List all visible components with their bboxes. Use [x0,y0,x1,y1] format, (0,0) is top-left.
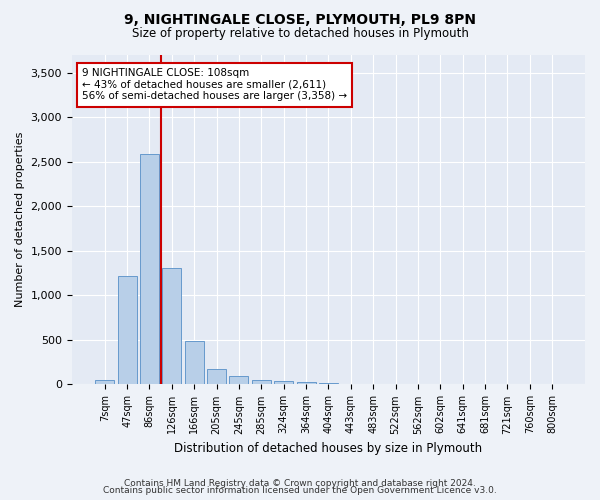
Bar [229,376,248,384]
Bar [185,341,204,384]
Text: 9, NIGHTINGALE CLOSE, PLYMOUTH, PL9 8PN: 9, NIGHTINGALE CLOSE, PLYMOUTH, PL9 8PN [124,12,476,26]
Bar [163,268,181,384]
Bar [207,369,226,384]
Y-axis label: Number of detached properties: Number of detached properties [15,132,25,308]
Text: Size of property relative to detached houses in Plymouth: Size of property relative to detached ho… [131,28,469,40]
Bar [118,276,137,384]
Text: Contains HM Land Registry data © Crown copyright and database right 2024.: Contains HM Land Registry data © Crown c… [124,478,476,488]
Bar [252,380,271,384]
Bar [319,382,338,384]
Bar [274,381,293,384]
Text: Contains public sector information licensed under the Open Government Licence v3: Contains public sector information licen… [103,486,497,495]
Bar [140,154,159,384]
Bar [296,382,316,384]
X-axis label: Distribution of detached houses by size in Plymouth: Distribution of detached houses by size … [175,442,482,455]
Text: 9 NIGHTINGALE CLOSE: 108sqm
← 43% of detached houses are smaller (2,611)
56% of : 9 NIGHTINGALE CLOSE: 108sqm ← 43% of det… [82,68,347,102]
Bar [95,380,114,384]
